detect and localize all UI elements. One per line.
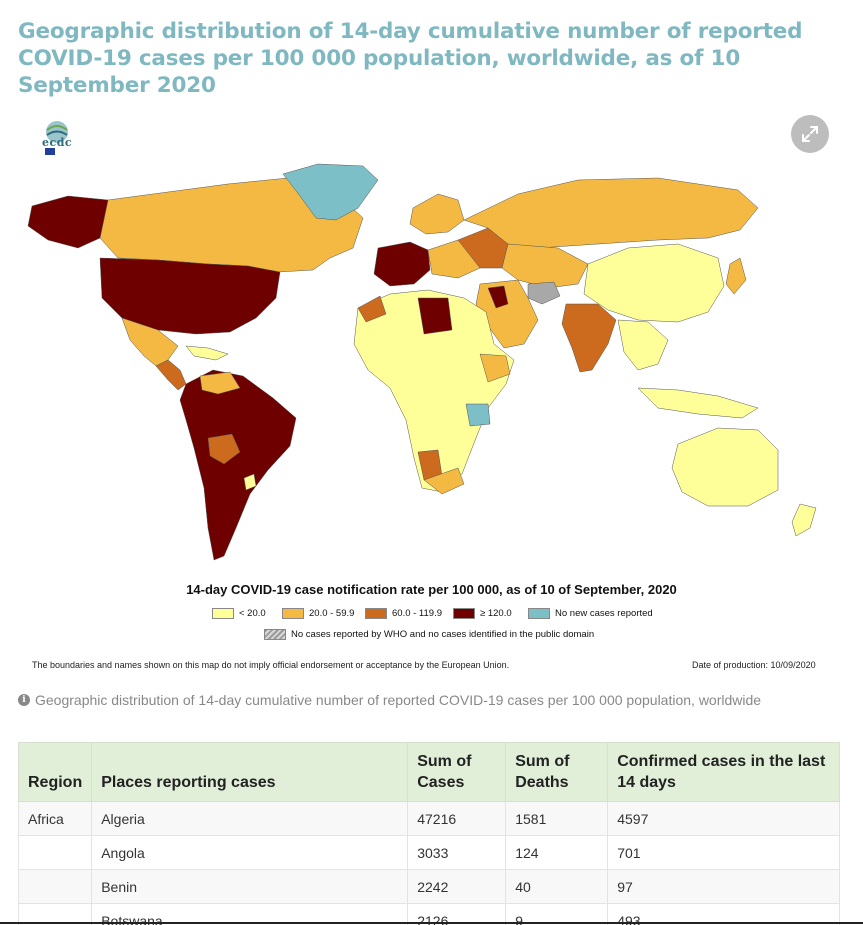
legend-label: 60.0 - 119.9: [392, 607, 443, 619]
cell-cases: 47216: [407, 801, 507, 836]
header-sum-cases: Sum of Cases: [407, 742, 507, 802]
production-date: Date of production: 10/09/2020: [692, 660, 816, 670]
cell-recent: 4597: [607, 801, 840, 836]
page-title: Geographic distribution of 14-day cumula…: [18, 19, 803, 98]
cell-region: [17, 869, 93, 904]
cases-table: Region Places reporting cases Sum of Cas…: [17, 742, 840, 925]
table-row: Benin 2242 40 97: [17, 869, 840, 904]
region-venezuela: [199, 371, 241, 395]
world-map: [27, 163, 817, 561]
logo-text: ecdc: [42, 136, 73, 149]
region-morocco: [357, 295, 387, 323]
header-places: Places reporting cases: [91, 742, 409, 802]
legend-item: 60.0 - 119.9: [365, 606, 442, 620]
caption-text: Geographic distribution of 14-day cumula…: [35, 692, 762, 708]
cell-deaths: 40: [505, 869, 609, 904]
region-caribbean: [185, 345, 229, 361]
cell-place: Algeria: [91, 801, 409, 836]
map-disclaimer: The boundaries and names shown on this m…: [32, 660, 510, 670]
cell-recent: 493: [607, 903, 840, 925]
cell-deaths: 9: [505, 903, 609, 925]
region-western-europe: [373, 241, 431, 287]
legend-label: No new cases reported: [555, 607, 653, 619]
legend-swatch-no-new-cases: [528, 607, 550, 619]
region-india: [561, 303, 617, 373]
cell-deaths: 124: [505, 835, 609, 870]
cell-place: Botswana: [91, 903, 409, 925]
cell-cases: 2242: [407, 869, 507, 904]
region-central-america: [155, 359, 187, 391]
legend-label: No cases reported by WHO and no cases id…: [291, 628, 595, 640]
cell-region: [17, 835, 93, 870]
expand-map-button[interactable]: [791, 115, 829, 153]
region-russia: [463, 177, 759, 249]
cell-recent: 97: [607, 869, 840, 904]
cell-deaths: 1581: [505, 801, 609, 836]
legend-swatch-very-high: [453, 607, 475, 619]
table-header-row: Region Places reporting cases Sum of Cas…: [17, 742, 840, 802]
cell-place: Benin: [91, 869, 409, 904]
table-row: Botswana 2126 9 493: [17, 903, 840, 925]
header-region: Region: [17, 742, 93, 802]
region-alaska: [27, 195, 109, 249]
legend-label: ≥ 120.0: [480, 607, 512, 619]
ecdc-logo: [45, 121, 68, 155]
region-china: [583, 243, 725, 323]
world-map-figure: [18, 108, 848, 678]
cell-region: [17, 903, 93, 925]
region-no-data: [527, 281, 561, 305]
table-row: Africa Algeria 47216 1581 4597: [17, 801, 840, 836]
region-central-asia: [501, 243, 589, 289]
legend-item: < 20.0: [212, 606, 266, 620]
cell-recent: 701: [607, 835, 840, 870]
legend-item: ≥ 120.0: [453, 606, 512, 620]
header-sum-deaths: Sum of Deaths: [505, 742, 609, 802]
bottom-rule: [0, 922, 863, 924]
legend-swatch-high: [365, 607, 387, 619]
region-australia: [671, 427, 779, 507]
region-ethiopia: [479, 353, 511, 383]
legend-label: 20.0 - 59.9: [309, 607, 355, 619]
region-south-america: [179, 369, 297, 561]
cell-cases: 2126: [407, 903, 507, 925]
region-southeast-asia: [617, 319, 669, 371]
region-northern-europe: [409, 193, 465, 235]
region-libya: [417, 297, 453, 335]
cell-region: Africa: [17, 801, 93, 836]
legend-item: No new cases reported: [528, 606, 653, 620]
legend-swatch-low: [212, 607, 234, 619]
region-bolivia: [207, 433, 241, 465]
map-caption: i Geographic distribution of 14-day cumu…: [18, 692, 761, 708]
region-japan: [725, 257, 747, 295]
region-tanzania: [465, 403, 491, 427]
legend-swatch-no-data: [264, 628, 286, 640]
legend-label: < 20.0: [239, 607, 266, 619]
header-confirmed-14-days: Confirmed cases in the last 14 days: [607, 742, 840, 802]
region-greenland: [282, 163, 379, 221]
region-iraq: [487, 285, 509, 309]
region-new-zealand: [791, 503, 817, 537]
legend-swatch-medium: [282, 607, 304, 619]
region-south-africa: [423, 467, 465, 495]
expand-icon: [802, 126, 818, 142]
region-africa: [353, 289, 515, 493]
region-indonesia: [637, 387, 759, 419]
cell-cases: 3033: [407, 835, 507, 870]
info-icon: i: [18, 694, 30, 706]
table-row: Angola 3033 124 701: [17, 835, 840, 870]
legend-item: 20.0 - 59.9: [282, 606, 354, 620]
legend-item-hatch: No cases reported by WHO and no cases id…: [264, 627, 594, 641]
region-uruguay: [243, 473, 257, 491]
map-legend-title: 14-day COVID-19 case notification rate p…: [186, 582, 677, 597]
cell-place: Angola: [91, 835, 409, 870]
